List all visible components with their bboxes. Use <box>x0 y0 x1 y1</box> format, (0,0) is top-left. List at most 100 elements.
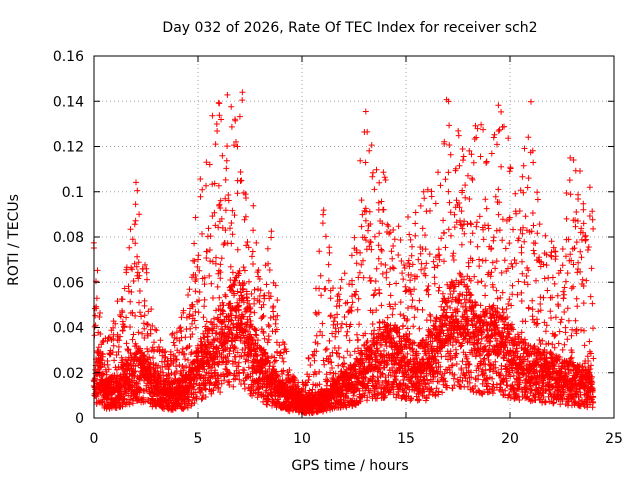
data-point-plus <box>155 343 162 350</box>
data-point-plus <box>211 315 217 322</box>
data-point-plus <box>119 357 126 364</box>
data-point-plus <box>322 285 329 292</box>
data-point-plus <box>382 177 389 183</box>
data-point-plus <box>246 278 252 285</box>
data-point-plus <box>495 102 502 109</box>
data-point-plus <box>192 324 199 331</box>
data-point-plus <box>400 322 407 329</box>
data-point-plus <box>199 395 206 402</box>
data-point-plus <box>334 350 341 357</box>
data-point-plus <box>109 349 116 356</box>
data-point-plus <box>489 259 496 266</box>
data-point-plus <box>439 290 446 297</box>
data-point-plus <box>131 373 138 379</box>
data-point-plus <box>144 348 151 355</box>
data-point-plus <box>106 350 113 357</box>
data-point-plus <box>426 251 433 258</box>
data-point-plus <box>498 163 505 170</box>
data-point-plus <box>499 289 506 296</box>
data-point-plus <box>153 327 160 334</box>
data-point-plus <box>110 324 117 331</box>
chart-title: Day 032 of 2026, Rate Of TEC Index for r… <box>162 20 537 36</box>
data-point-plus <box>426 311 433 318</box>
data-point-plus <box>370 292 377 299</box>
data-point-plus <box>145 321 151 328</box>
data-point-plus <box>320 211 327 218</box>
data-point-plus <box>196 289 203 295</box>
data-point-plus <box>140 320 147 327</box>
data-point-plus <box>135 259 142 266</box>
data-point-plus <box>474 243 481 250</box>
data-point-plus <box>104 361 111 368</box>
data-point-plus <box>476 256 483 263</box>
data-point-plus <box>153 403 160 410</box>
data-point-plus <box>141 297 148 304</box>
data-point-plus <box>470 159 477 166</box>
data-point-plus <box>376 230 383 237</box>
data-point-plus <box>263 281 270 288</box>
data-point-plus <box>128 289 135 295</box>
data-point-plus <box>400 312 407 319</box>
data-point-plus <box>467 220 474 227</box>
data-point-plus <box>93 393 100 400</box>
data-point-plus <box>259 314 266 320</box>
data-point-plus <box>270 308 277 315</box>
data-point-plus <box>238 177 245 184</box>
data-point-plus <box>266 267 273 273</box>
data-point-plus <box>419 225 426 232</box>
data-point-plus <box>442 244 449 251</box>
data-point-plus <box>195 309 202 316</box>
data-point-plus <box>351 234 358 241</box>
data-point-plus <box>250 227 257 234</box>
data-point-plus <box>495 211 502 218</box>
data-point-plus <box>274 297 281 304</box>
data-point-plus <box>141 325 148 332</box>
data-point-plus <box>446 142 453 148</box>
data-point-plus <box>340 354 347 361</box>
data-point-plus <box>129 309 136 316</box>
data-point-plus <box>121 285 128 292</box>
data-point-plus <box>409 243 415 250</box>
data-point-plus <box>222 291 229 298</box>
data-point-plus <box>356 321 363 328</box>
data-point-plus <box>473 134 480 141</box>
data-point-plus <box>440 217 447 224</box>
data-point-plus <box>474 279 481 286</box>
data-point-plus <box>445 169 452 176</box>
data-point-plus <box>358 197 365 204</box>
data-point-plus <box>493 258 500 265</box>
data-point-plus <box>390 243 397 249</box>
data-point-plus <box>137 386 144 393</box>
data-point-plus <box>327 295 334 302</box>
data-point-plus <box>137 309 143 316</box>
data-point-plus <box>159 405 166 412</box>
data-point-plus <box>323 345 330 352</box>
data-point-plus <box>341 314 348 320</box>
data-point-plus <box>495 128 502 134</box>
data-point-plus <box>344 348 351 355</box>
data-point-plus <box>376 290 383 297</box>
data-point-plus <box>147 330 154 337</box>
data-point-plus <box>318 292 325 299</box>
data-point-plus <box>228 220 235 226</box>
data-point-plus <box>105 366 112 373</box>
data-point-plus <box>450 250 457 257</box>
data-point-plus <box>316 285 323 292</box>
data-point-plus <box>412 232 419 239</box>
data-point-plus <box>224 143 231 150</box>
data-point-plus <box>469 230 476 237</box>
data-point-plus <box>373 265 380 272</box>
data-point-plus <box>115 343 122 350</box>
data-point-plus <box>466 196 473 202</box>
data-point-plus <box>389 311 396 318</box>
data-point-plus <box>133 263 140 270</box>
data-point-plus <box>215 99 222 106</box>
data-point-plus <box>442 176 449 183</box>
data-point-plus <box>216 294 223 301</box>
data-point-plus <box>155 362 162 369</box>
data-point-plus <box>204 248 210 255</box>
data-point-plus <box>159 369 166 376</box>
data-point-plus <box>466 361 473 368</box>
data-point-plus <box>228 123 235 130</box>
data-point-plus <box>157 337 164 344</box>
